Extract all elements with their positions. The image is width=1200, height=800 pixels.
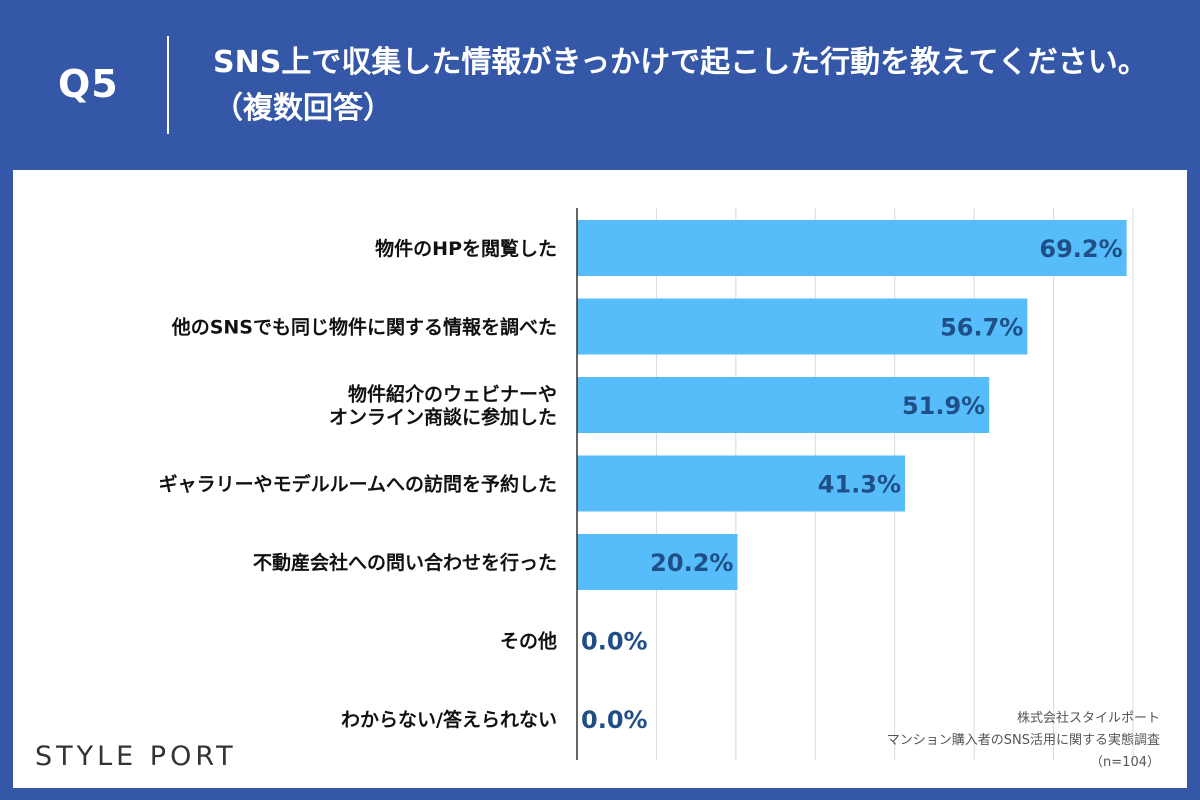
category-label: ギャラリーやモデルルームへの訪問を予約した <box>159 473 557 496</box>
bar <box>577 298 1028 355</box>
source-line-sample: （n=104） <box>1090 755 1160 770</box>
category-label: 不動産会社への問い合わせを行った <box>253 551 557 574</box>
category-label: 物件紹介のウェビナーやオンライン商談に参加した <box>329 383 557 429</box>
category-label: 物件のHPを閲覧した <box>375 237 557 260</box>
question-title: SNS上で収集した情報がきっかけで起こした行動を教えてください。（複数回答） <box>213 45 1148 126</box>
value-label: 56.7% <box>940 314 1023 342</box>
bar <box>577 455 906 512</box>
source-line-survey: マンション購入者のSNS活用に関する実態調査 <box>886 733 1160 748</box>
value-label: 41.3% <box>818 471 901 499</box>
style-port-logo: STYLE PORT <box>35 741 237 772</box>
value-label: 0.0% <box>581 628 648 656</box>
header: Q5 SNS上で収集した情報がきっかけで起こした行動を教えてください。（複数回答… <box>0 0 1200 170</box>
value-label: 69.2% <box>1039 235 1122 263</box>
category-label: その他 <box>500 630 557 653</box>
value-label: 0.0% <box>581 706 648 734</box>
source-line-company: 株式会社スタイルポート <box>1016 711 1160 726</box>
header-divider <box>167 36 169 134</box>
bar <box>577 534 738 590</box>
bar <box>577 220 1127 276</box>
source-note: 株式会社スタイルポート マンション購入者のSNS活用に関する実態調査 （n=10… <box>740 708 1160 774</box>
question-number: Q5 <box>58 62 119 106</box>
category-label: わからない/答えられない <box>341 708 557 731</box>
value-label: 20.2% <box>650 549 733 577</box>
category-label: 他のSNSでも同じ物件に関する情報を調べた <box>171 316 557 339</box>
bar <box>577 377 990 433</box>
value-label: 51.9% <box>902 392 985 420</box>
